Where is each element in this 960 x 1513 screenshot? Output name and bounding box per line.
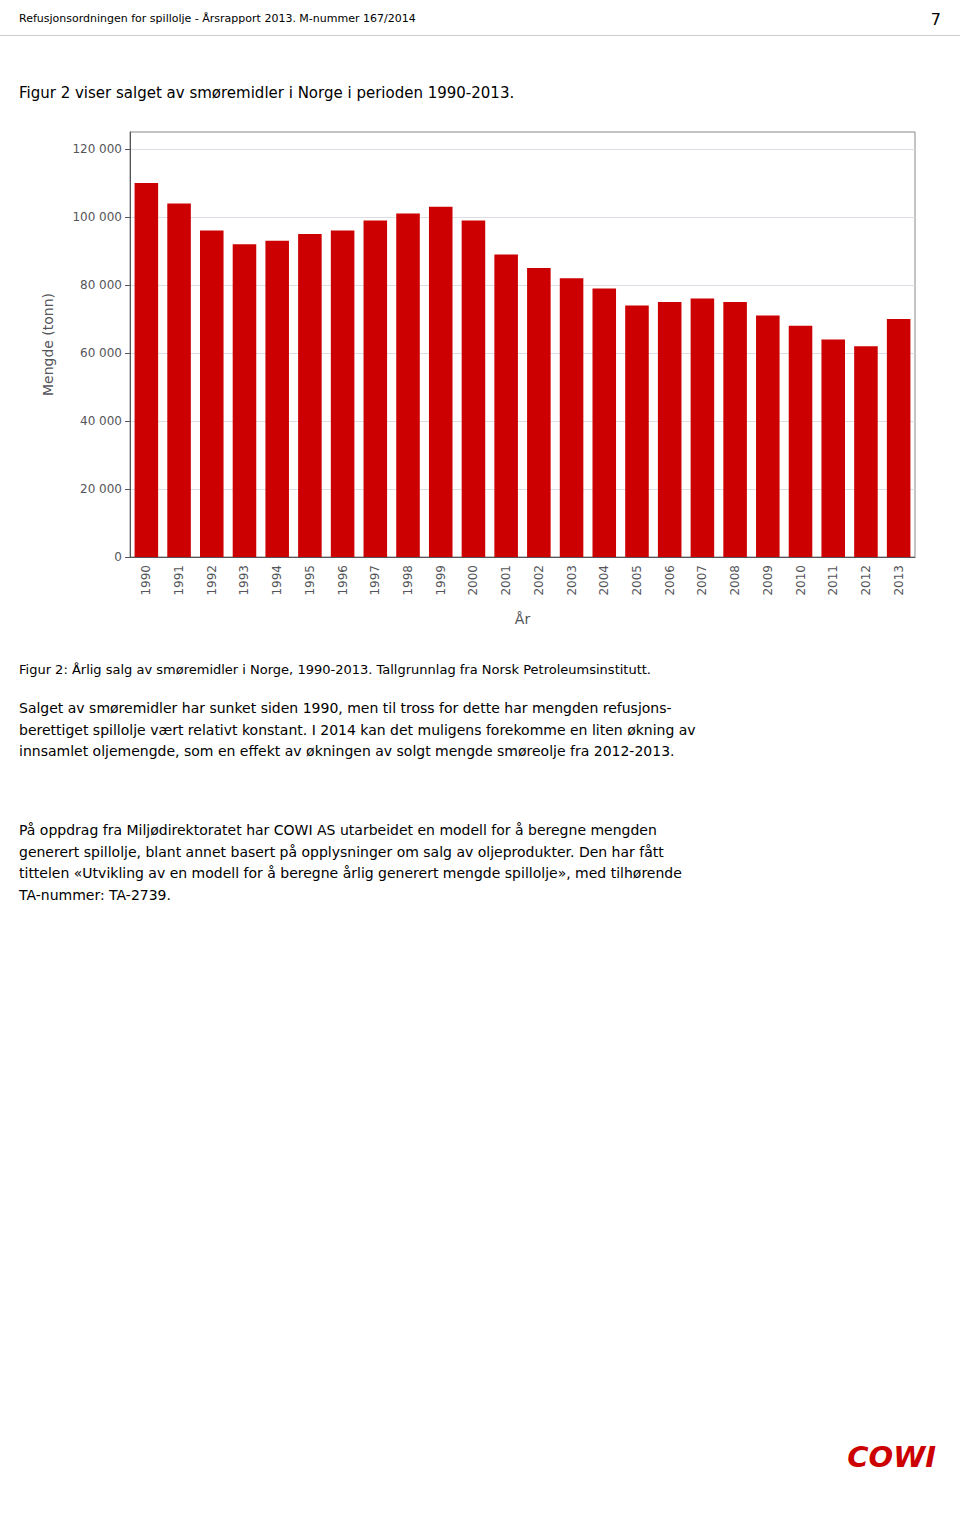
svg-text:2002: 2002 — [532, 565, 546, 596]
svg-text:2011: 2011 — [826, 565, 840, 596]
svg-text:2012: 2012 — [859, 565, 873, 596]
svg-text:1999: 1999 — [434, 565, 448, 596]
svg-text:0: 0 — [114, 550, 122, 564]
svg-text:1995: 1995 — [303, 565, 317, 596]
svg-text:40 000: 40 000 — [80, 414, 122, 428]
svg-text:1998: 1998 — [401, 565, 415, 596]
html-text:Refusjonsordningen for spillol: Refusjonsordningen for spillolje - Årsra… — [19, 12, 416, 25]
svg-text:År: År — [515, 611, 531, 627]
html-text:På oppdrag fra Miljødirektorat: På oppdrag fra Miljødirektoratet har COW… — [19, 822, 682, 904]
svg-text:2009: 2009 — [761, 565, 775, 596]
svg-text:1992: 1992 — [205, 565, 219, 596]
svg-text:1994: 1994 — [270, 565, 284, 596]
svg-text:Mengde (tonn): Mengde (tonn) — [40, 293, 56, 396]
svg-text:2000: 2000 — [466, 565, 480, 596]
svg-text:2007: 2007 — [695, 565, 709, 596]
svg-text:2001: 2001 — [499, 565, 513, 596]
svg-text:1996: 1996 — [336, 565, 350, 596]
svg-text:1997: 1997 — [368, 565, 382, 596]
svg-text:2003: 2003 — [565, 565, 579, 596]
svg-text:2004: 2004 — [597, 565, 611, 596]
html-text:COWI: COWI — [847, 1440, 936, 1474]
svg-text:2013: 2013 — [892, 565, 906, 596]
svg-text:2006: 2006 — [663, 565, 677, 596]
html-text:7: 7 — [930, 10, 941, 29]
html-text:Figur 2 viser salget av smørem: Figur 2 viser salget av smøremidler i No… — [19, 84, 515, 102]
svg-text:2008: 2008 — [728, 565, 742, 596]
html-text:Figur 2: Årlig salg av smøremi: Figur 2: Årlig salg av smøremidler i Nor… — [19, 662, 651, 677]
svg-text:1991: 1991 — [172, 565, 186, 596]
svg-text:1993: 1993 — [237, 565, 251, 596]
svg-text:120 000: 120 000 — [72, 142, 122, 156]
svg-text:20 000: 20 000 — [80, 482, 122, 496]
html-text:Salget av smøremidler har sunk: Salget av smøremidler har sunket siden 1… — [19, 700, 696, 760]
svg-text:1990: 1990 — [139, 565, 153, 596]
svg-text:100 000: 100 000 — [72, 210, 122, 224]
svg-text:60 000: 60 000 — [80, 346, 122, 360]
svg-text:2005: 2005 — [630, 565, 644, 596]
svg-text:80 000: 80 000 — [80, 278, 122, 292]
svg-text:2010: 2010 — [794, 565, 808, 596]
